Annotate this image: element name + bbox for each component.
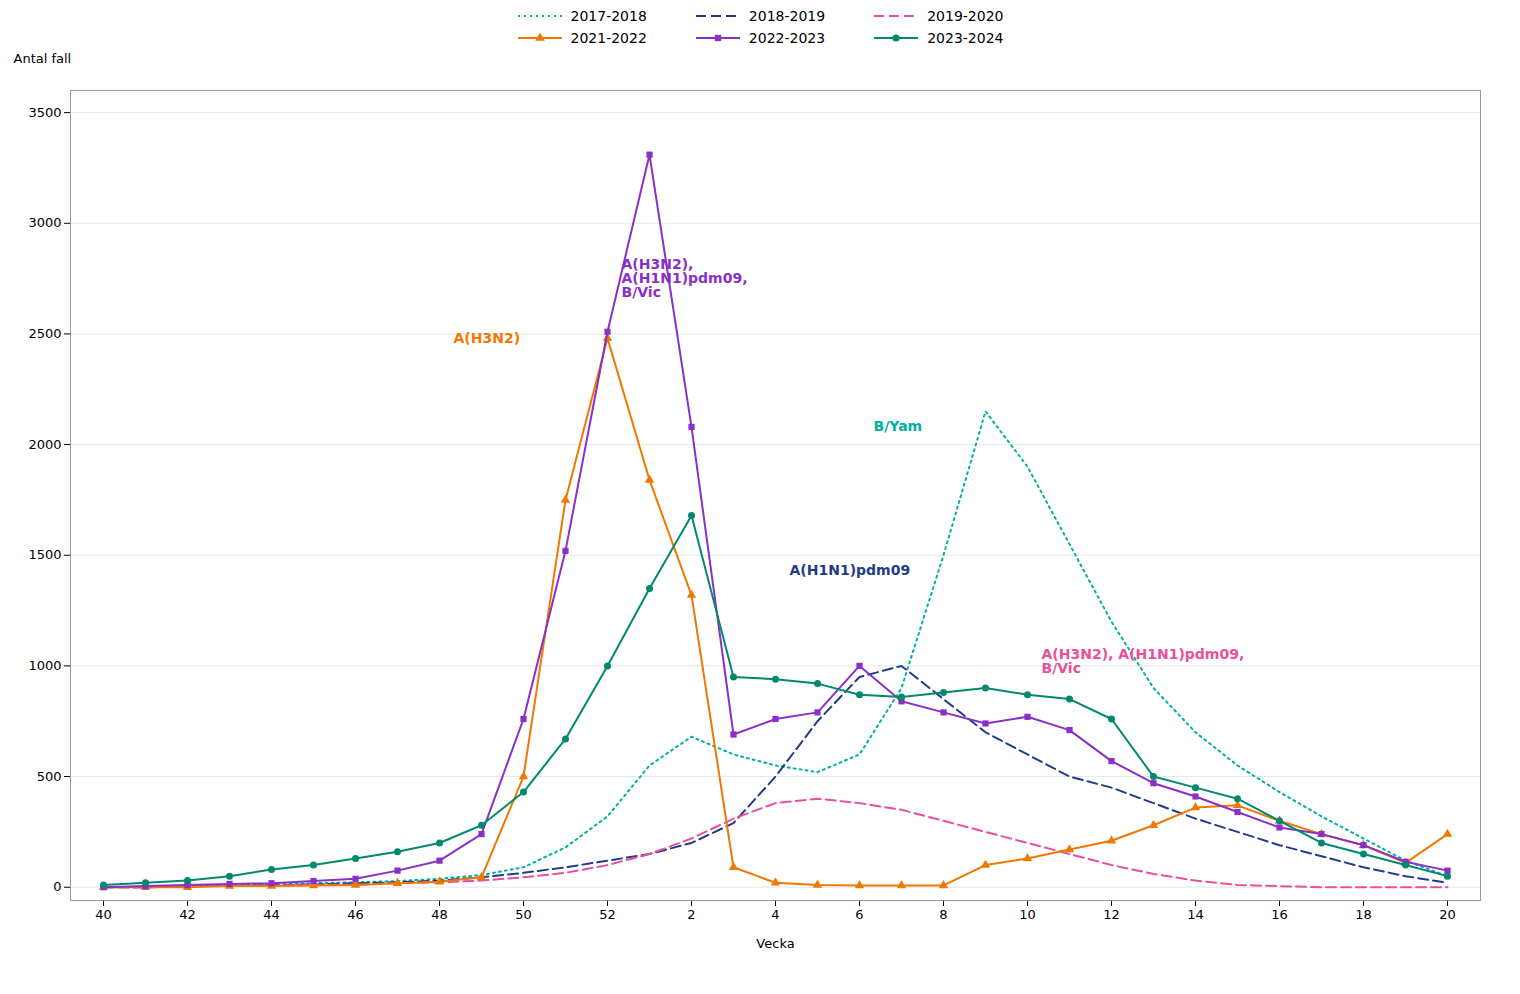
svg-text:3000: 3000	[28, 215, 61, 230]
svg-text:40: 40	[95, 907, 112, 922]
svg-text:A(H3N2), A(H1N1)pdm09,B/Vic: A(H3N2), A(H1N1)pdm09,B/Vic	[1042, 646, 1245, 676]
svg-text:14: 14	[1187, 907, 1204, 922]
svg-text:50: 50	[515, 907, 532, 922]
svg-text:4: 4	[771, 907, 779, 922]
svg-text:6: 6	[855, 907, 863, 922]
svg-text:2: 2	[687, 907, 695, 922]
svg-text:A(H1N1)pdm09: A(H1N1)pdm09	[790, 562, 911, 578]
html-text:2023-2024: 2023-2024	[927, 30, 1004, 46]
svg-text:46: 46	[347, 907, 364, 922]
html-text:2019-2020: 2019-2020	[927, 8, 1004, 24]
html-text:2022-2023: 2022-2023	[748, 30, 826, 46]
svg-text:0: 0	[53, 879, 61, 894]
svg-text:Vecka: Vecka	[756, 936, 794, 951]
svg-text:B/Yam: B/Yam	[874, 418, 923, 434]
svg-text:8: 8	[939, 907, 947, 922]
svg-text:Antal fall: Antal fall	[14, 51, 72, 66]
svg-text:12: 12	[1103, 907, 1120, 922]
svg-text:18: 18	[1355, 907, 1372, 922]
svg-text:16: 16	[1271, 907, 1288, 922]
svg-text:42: 42	[179, 907, 196, 922]
svg-text:52: 52	[599, 907, 616, 922]
svg-text:500: 500	[37, 769, 62, 784]
html-text:2021-2022: 2021-2022	[570, 30, 647, 46]
svg-text:A(H3N2),A(H1N1)pdm09,B/Vic: A(H3N2),A(H1N1)pdm09,B/Vic	[622, 256, 748, 300]
svg-text:48: 48	[431, 907, 448, 922]
svg-text:44: 44	[263, 907, 280, 922]
svg-text:A(H3N2): A(H3N2)	[454, 330, 521, 346]
svg-text:3500: 3500	[28, 105, 61, 120]
svg-text:10: 10	[1019, 907, 1036, 922]
html-text:2018-2019: 2018-2019	[748, 8, 826, 24]
svg-text:2500: 2500	[28, 326, 61, 341]
html-text:2017-2018: 2017-2018	[570, 8, 647, 24]
svg-text:1500: 1500	[28, 547, 61, 562]
svg-text:2000: 2000	[28, 437, 61, 452]
svg-text:1000: 1000	[28, 658, 61, 673]
svg-text:20: 20	[1439, 907, 1456, 922]
